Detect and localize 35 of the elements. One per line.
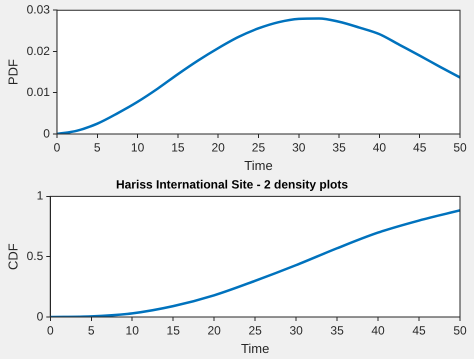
- y-axis-title: PDF: [5, 59, 20, 86]
- x-tick-label: 15: [166, 324, 180, 338]
- x-tick-label: 25: [248, 324, 262, 338]
- x-axis-title: Time: [240, 340, 270, 356]
- x-axis-title: Time: [244, 158, 273, 173]
- y-tick-label: 0.03: [26, 2, 50, 17]
- x-tick-label: 30: [289, 324, 304, 338]
- x-tick-label: 0: [54, 140, 61, 155]
- y-tick-label: 0.5: [26, 249, 44, 264]
- x-tick-label: 5: [94, 140, 101, 155]
- y-tick-label: 0: [36, 309, 44, 324]
- x-tick-label: 5: [88, 324, 95, 338]
- x-tick-label: 30: [292, 140, 306, 155]
- line-series: [56, 17, 460, 134]
- y-tick-label: 0: [43, 126, 50, 140]
- x-tick-label: 20: [211, 140, 226, 155]
- x-tick-label: 15: [171, 140, 185, 155]
- x-tick-label: 35: [332, 140, 346, 155]
- x-tick-label: 40: [372, 140, 386, 155]
- x-tick-label: 45: [413, 140, 427, 155]
- y-tick-label: 0.01: [26, 85, 50, 100]
- y-tick-label: 0.02: [26, 44, 50, 58]
- x-tick-label: 50: [453, 324, 467, 338]
- x-tick-label: 45: [412, 324, 426, 338]
- x-tick-label: 10: [130, 140, 145, 155]
- x-tick-label: 35: [330, 324, 344, 338]
- x-tick-label: 25: [252, 140, 266, 155]
- x-tick-label: 10: [126, 324, 140, 338]
- x-tick-label: 50: [453, 140, 467, 155]
- y-tick-label: 1: [36, 188, 44, 203]
- chart-title: Hariss International Site - 2 density plots: [116, 178, 348, 192]
- line-series: [50, 209, 460, 317]
- x-tick-label: 20: [207, 324, 222, 338]
- y-axis-title: CDF: [5, 243, 20, 270]
- x-tick-label: 40: [371, 324, 386, 338]
